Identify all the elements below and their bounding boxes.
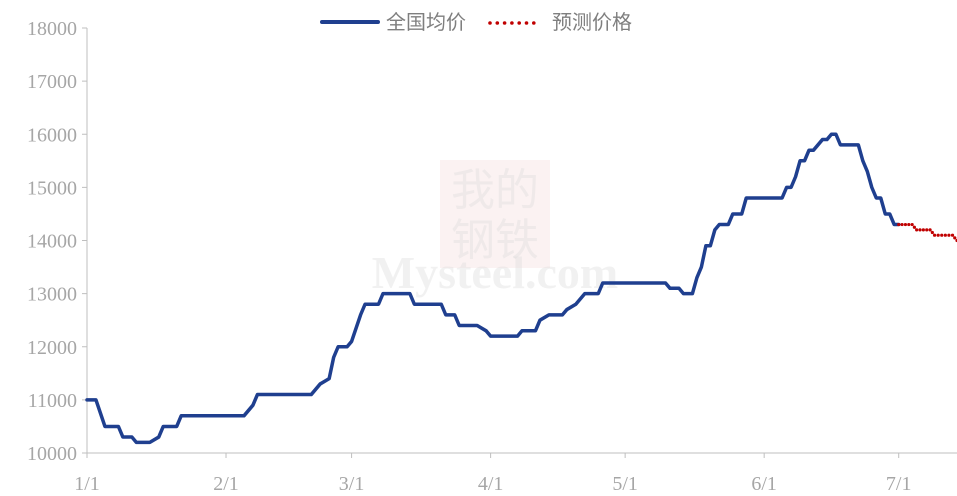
legend-forecast-dot — [495, 21, 500, 25]
y-tick-label: 11000 — [28, 390, 77, 412]
y-tick-label: 14000 — [27, 231, 77, 253]
forecast-dot — [936, 233, 940, 237]
series-national-average-line — [85, 132, 901, 445]
series-layer — [85, 132, 957, 445]
y-tick-label: 13000 — [27, 284, 77, 306]
forecast-dot — [928, 228, 932, 232]
y-tick-label: 17000 — [27, 71, 77, 93]
legend-label-national-average: 全国均价 — [386, 11, 466, 34]
legend-forecast-dot — [510, 21, 514, 25]
legend-forecast-dot — [524, 21, 529, 25]
forecast-dot — [953, 236, 957, 240]
forecast-dot — [930, 230, 934, 235]
forecast-dot — [921, 228, 925, 232]
x-tick-label: 5/1 — [612, 473, 638, 495]
legend-forecast-dot — [488, 21, 492, 25]
forecast-dot — [903, 222, 908, 227]
y-tick-label: 16000 — [27, 124, 77, 146]
y-tick-label: 15000 — [27, 177, 77, 199]
forecast-dot — [925, 228, 929, 232]
x-tick-label: 1/1 — [74, 473, 100, 495]
forecast-dot — [915, 228, 919, 232]
forecast-dot — [943, 233, 947, 237]
forecast-dot — [912, 225, 917, 229]
forecast-dot — [947, 233, 951, 237]
forecast-dot — [900, 222, 904, 227]
svg-text:Mysteel.com: Mysteel.com — [372, 247, 619, 298]
x-tick-label: 4/1 — [478, 473, 504, 495]
x-tick-label: 6/1 — [751, 473, 777, 495]
legend-forecast-dot — [502, 21, 507, 25]
forecast-dot — [932, 233, 937, 237]
y-tick-label: 18000 — [27, 18, 77, 40]
forecast-dot — [907, 222, 911, 227]
y-tick-label: 12000 — [27, 337, 77, 359]
x-tick-label: 3/1 — [339, 473, 365, 495]
forecast-dot — [910, 222, 914, 227]
legend-forecast-dot — [517, 21, 521, 25]
forecast-dot — [897, 222, 901, 227]
forecast-dot — [950, 233, 955, 237]
y-axis-ticks: 10000 11000 12000 13000 14000 15000 16000 17000… — [27, 18, 87, 465]
legend: 全国均价 预测价格 — [320, 11, 632, 34]
mysteel-watermark: 我的 钢铁 Mysteel.com — [372, 160, 619, 298]
svg-text:我的: 我的 — [451, 166, 539, 215]
legend-label-forecast: 预测价格 — [552, 11, 632, 34]
y-tick-label: 10000 — [27, 443, 77, 465]
x-axis-ticks: 1/1 2/1 3/1 4/1 5/1 6/1 7/1 — [74, 453, 911, 495]
legend-swatch-forecast — [488, 21, 536, 25]
x-tick-label: 7/1 — [886, 473, 912, 495]
svg-text:钢铁: 钢铁 — [451, 216, 539, 265]
forecast-dot — [940, 233, 944, 237]
series-forecast-price — [897, 222, 957, 243]
legend-forecast-dot — [532, 21, 536, 25]
forecast-dot — [918, 228, 922, 232]
x-tick-label: 2/1 — [213, 473, 239, 495]
